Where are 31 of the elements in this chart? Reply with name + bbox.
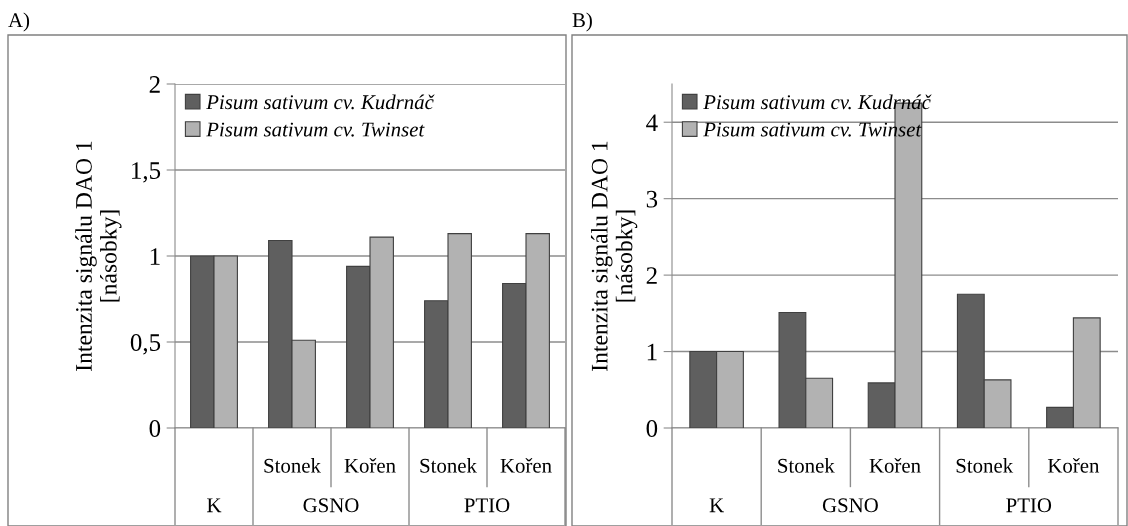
y-tick-label: 2 [149,76,160,93]
x-tick-label: Kořen [1047,458,1100,473]
x-tick-label: Kořen [344,458,396,473]
x-tick-label: Stonek [778,458,835,473]
text: GSNO [822,498,878,513]
y-tick-label: 0 [149,420,161,437]
x-tick-label: Stonek [420,458,477,473]
text: PTIO [464,498,510,513]
x-tick-label: Kořen [869,458,921,473]
text: K [207,498,222,513]
legend-label: Pisum sativum cv. Kudrnáč [703,94,932,110]
y-tick-label: 1 [150,248,160,265]
y-tick-label: 0 [646,420,658,437]
x-tick-label: Stonek [264,458,321,473]
y-tick-label: 0,5 [130,334,161,355]
legend-label: Pisum sativum cv. Twinset [206,122,425,137]
x-tick-label: Stonek [956,458,1014,473]
chart-title: B) [572,12,592,32]
y-tick-label: 1,5 [132,162,161,183]
y-tick-label: 3 [646,190,658,208]
y-tick-label: 2 [646,267,657,284]
y-tick-label: 1 [647,343,657,361]
y-axis-title: Intenzita signálu DAO 1 [násobky] [75,141,122,371]
y-axis-title: Intenzita signálu DAO 1 [násobky] [590,141,638,371]
x-tick-label: Kořen [500,458,552,473]
text: PTIO [1006,498,1052,513]
y-tick-label: 4 [646,114,658,131]
text: K [709,498,724,513]
chart-title: A) [8,12,30,32]
legend-label: Pisum sativum cv. Kudrnáč [206,94,435,110]
text: GSNO [303,498,359,513]
